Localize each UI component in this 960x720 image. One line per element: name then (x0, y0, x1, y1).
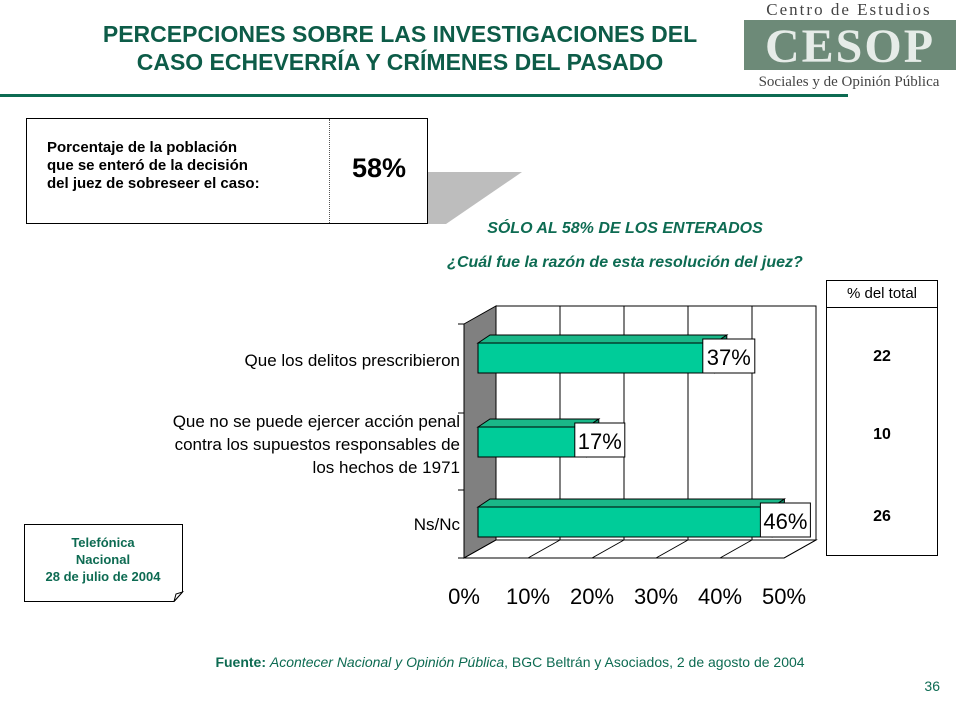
slide-title-line1: PERCEPCIONES SOBRE LAS INVESTIGACIONES D… (102, 21, 698, 47)
bar-top (476, 498, 787, 508)
totals-header: % del total (826, 280, 938, 308)
x-tick-label: 10% (506, 584, 550, 609)
note-line: Telefónica (71, 535, 135, 550)
category-label: Que los delitos prescribieron (245, 351, 460, 370)
floor-gridline (591, 539, 625, 559)
category-label: Ns/Nc (414, 515, 461, 534)
stat-divider (329, 119, 330, 223)
floor-gridline (783, 539, 817, 559)
x-tick-label: 40% (698, 584, 742, 609)
x-tick-label: 20% (570, 584, 614, 609)
source-publication: Acontecer Nacional y Opinión Pública (269, 654, 505, 670)
x-tick-label: 0% (448, 584, 480, 609)
data-label-box (759, 502, 811, 538)
data-label: 17% (578, 429, 622, 454)
stat-label-line: del juez de sobreseer el caso: (47, 175, 260, 192)
bar-top (476, 334, 729, 344)
totals-box (826, 308, 938, 556)
bar (477, 506, 773, 538)
bar (477, 426, 588, 458)
data-label: 46% (763, 509, 807, 534)
slide-title-line2: CASO ECHEVERRÍA Y CRÍMENES DEL PASADO (136, 49, 664, 75)
total-value: 10 (873, 426, 891, 443)
category-label: Que no se puede ejercer acción penal (173, 412, 460, 431)
source-citation: Fuente: Acontecer Nacional y Opinión Púb… (100, 654, 920, 670)
x-tick-label: 50% (762, 584, 806, 609)
question-text: ¿Cuál fue la razón de esta resolución de… (447, 254, 803, 271)
bar (477, 342, 716, 374)
slide-title: PERCEPCIONES SOBRE LAS INVESTIGACIONES D… (60, 20, 740, 76)
data-label-box (574, 422, 626, 458)
category-label: contra los supuestos responsables de (175, 435, 460, 454)
stat-label-line: Porcentaje de la población (47, 139, 238, 156)
total-value: 22 (873, 348, 891, 365)
floor (462, 539, 818, 559)
floor-gridline (527, 539, 561, 559)
source-prefix: Fuente: (215, 654, 266, 670)
title-divider (0, 94, 848, 97)
stat-label: Porcentaje de la población que se enteró… (47, 139, 327, 193)
logo-mark-text: CESOP (765, 20, 935, 70)
floor-gridline (719, 539, 753, 559)
floor-gridline (463, 539, 497, 559)
question-filter: SÓLO AL 58% DE LOS ENTERADOS (487, 220, 763, 237)
stat-box: Porcentaje de la población que se enteró… (26, 118, 428, 224)
survey-note: Telefónica Nacional 28 de julio de 2004 (24, 524, 186, 602)
x-tick-label: 30% (634, 584, 678, 609)
logo-bottom-text: Sociales y de Opinión Pública (758, 74, 940, 90)
note-line: Nacional (75, 552, 131, 567)
data-label-box (702, 338, 756, 374)
total-value: 26 (873, 508, 891, 525)
floor-gridline (655, 539, 689, 559)
stat-label-line: que se enteró de la decisión (47, 157, 248, 174)
logo-mark: CESOP (744, 20, 956, 70)
logo-top-text: Centro de Estudios (766, 0, 932, 19)
page-number: 36 (924, 678, 940, 694)
note-line: 28 de julio de 2004 (45, 569, 161, 584)
stat-value: 58% (351, 153, 407, 183)
data-label: 37% (707, 345, 751, 370)
note-card-shape (24, 524, 185, 602)
source-rest: , BGC Beltrán y Asociados, 2 de agosto d… (504, 654, 805, 670)
category-label: los hechos de 1971 (313, 458, 460, 477)
cesop-logo: Centro de Estudios CESOP Sociales y de O… (738, 0, 960, 98)
